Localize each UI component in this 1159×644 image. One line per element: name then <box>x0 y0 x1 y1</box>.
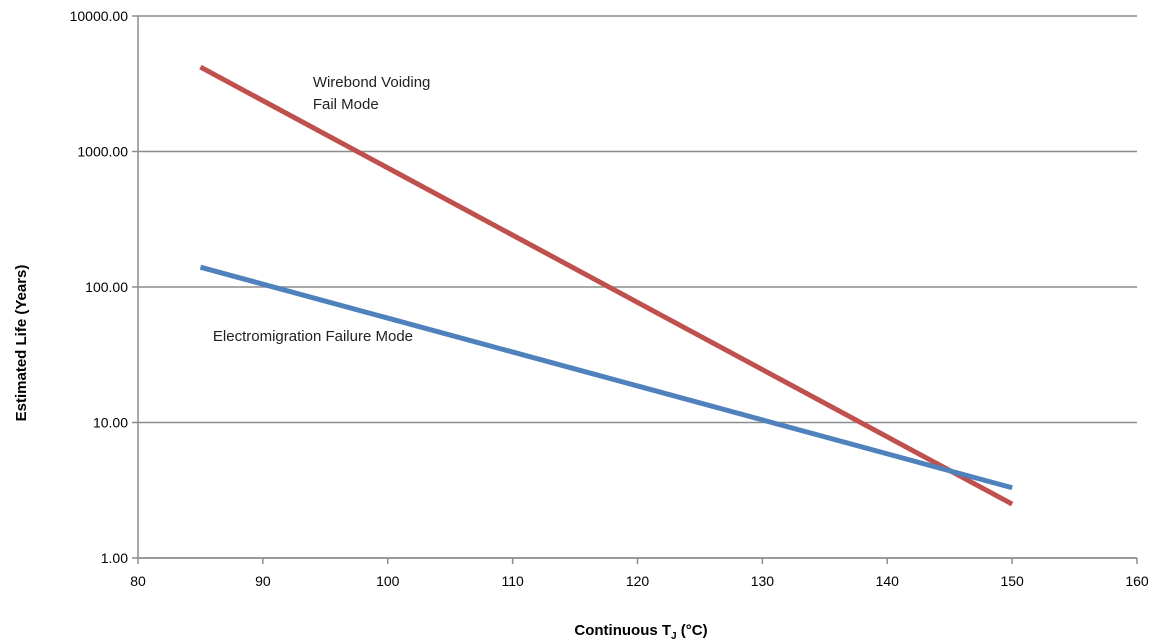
x-tick-label: 160 <box>1125 573 1149 589</box>
x-tick-label: 110 <box>501 573 524 589</box>
x-tick-label: 90 <box>255 573 271 589</box>
x-axis-title-unit: (°C) <box>677 622 708 639</box>
x-tick-label: 80 <box>130 573 146 589</box>
y-tick-label: 1000.00 <box>77 144 128 160</box>
y-tick-label: 100.00 <box>85 279 128 295</box>
series-line-electromigration <box>199 264 1013 491</box>
x-tick-label: 130 <box>751 573 775 589</box>
annotation-line: Wirebond Voiding <box>313 74 431 91</box>
series-lines <box>199 64 1014 507</box>
y-tick-labels: 1.00 10.00 100.00 1000.00 10000.00 <box>70 8 138 566</box>
y-axis-title: Estimated Life (Years) <box>13 265 30 422</box>
x-axis-title-main: Continuous T <box>574 622 671 639</box>
horizontal-gridlines <box>138 15 1137 559</box>
x-tick-label: 150 <box>1000 573 1024 589</box>
x-tick-label: 140 <box>876 573 900 589</box>
x-tick-label: 120 <box>626 573 650 589</box>
annotation-wirebond: Wirebond Voiding Fail Mode <box>313 74 431 113</box>
annotation-line: Fail Mode <box>313 96 379 113</box>
annotation-electromigration: Electromigration Failure Mode <box>213 328 413 345</box>
x-tick-labels: 80 90 100 110 120 130 140 150 160 <box>130 558 1149 589</box>
x-axis-title-subscript: J <box>671 631 677 642</box>
x-axis-title: Continuous TJ (°C) <box>574 622 707 642</box>
annotations: Wirebond Voiding Fail Mode Electromigratio… <box>213 74 430 345</box>
x-tick-label: 100 <box>376 573 400 589</box>
y-tick-label: 1.00 <box>101 550 128 566</box>
series-line-wirebond <box>199 64 1014 507</box>
annotation-line: Electromigration Failure Mode <box>213 328 413 345</box>
y-tick-label: 10.00 <box>93 415 128 431</box>
y-tick-label: 10000.00 <box>70 8 129 24</box>
